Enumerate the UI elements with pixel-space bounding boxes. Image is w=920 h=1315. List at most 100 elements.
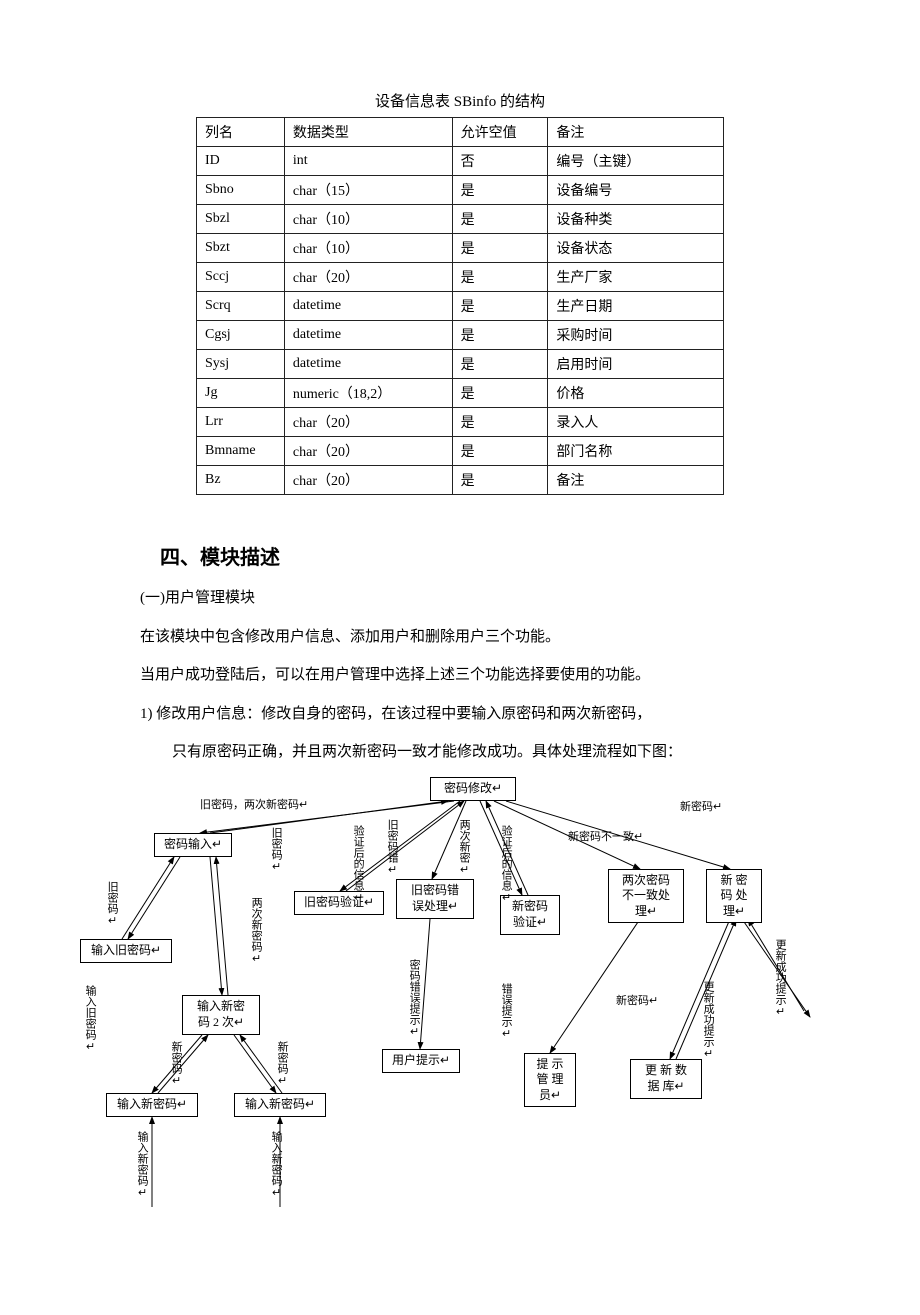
table-cell: 备注: [548, 466, 724, 495]
table-cell: char（20）: [284, 437, 452, 466]
table-cell: 采购时间: [548, 321, 724, 350]
flowchart-label: 验证后的信息↵: [352, 825, 364, 904]
flowchart-node-root: 密码修改↵: [430, 777, 516, 801]
table-cell: Sysj: [197, 350, 285, 379]
flowchart-label: 新密码↵: [680, 801, 722, 813]
table-cell: Bz: [197, 466, 285, 495]
table-cell: 设备状态: [548, 234, 724, 263]
table-cell: 是: [452, 379, 548, 408]
flowchart-node-inold: 输入旧密码↵: [80, 939, 172, 963]
table-row: Sbnochar（15）是设备编号: [197, 176, 724, 205]
table-cell: 是: [452, 176, 548, 205]
paragraph: (一)用户管理模块: [140, 584, 780, 613]
table-cell: numeric（18,2）: [284, 379, 452, 408]
table-cell: 是: [452, 321, 548, 350]
table-cell: 价格: [548, 379, 724, 408]
table-header-row: 列名 数据类型 允许空值 备注: [197, 118, 724, 147]
th-type: 数据类型: [284, 118, 452, 147]
table-cell: char（20）: [284, 408, 452, 437]
flowchart-label: 两次新密码↵: [250, 897, 262, 965]
table-cell: ID: [197, 147, 285, 176]
table-cell: Jg: [197, 379, 285, 408]
table-cell: 编号（主键）: [548, 147, 724, 176]
table-cell: datetime: [284, 292, 452, 321]
table-cell: Sbzl: [197, 205, 285, 234]
th-null: 允许空值: [452, 118, 548, 147]
flowchart-label: 密码错误提示↵: [408, 959, 420, 1038]
table-cell: 部门名称: [548, 437, 724, 466]
flowchart-label: 更新成功提示↵: [774, 939, 786, 1018]
table-cell: char（10）: [284, 205, 452, 234]
table-cell: 启用时间: [548, 350, 724, 379]
flowchart-label: 错误提示↵: [500, 983, 512, 1040]
table-row: Sccjchar（20）是生产厂家: [197, 263, 724, 292]
table-row: Sbztchar（10）是设备状态: [197, 234, 724, 263]
table-cell: Sbno: [197, 176, 285, 205]
flowchart-node-innewR: 输入新密码↵: [234, 1093, 326, 1117]
table-cell: 是: [452, 437, 548, 466]
table-cell: char（15）: [284, 176, 452, 205]
table-cell: Sbzt: [197, 234, 285, 263]
table-row: Sysjdatetime是启用时间: [197, 350, 724, 379]
flowchart-node-pwdin: 密码输入↵: [154, 833, 232, 857]
flowchart-node-innewL: 输入新密码↵: [106, 1093, 198, 1117]
table-title: 设备信息表 SBinfo 的结构: [0, 90, 920, 111]
flowchart-label: 旧密码↵: [106, 881, 118, 927]
flowchart-node-admintip: 提 示管 理员↵: [524, 1053, 576, 1108]
flowchart-diagram: 密码修改↵密码输入↵旧密码验证↵旧密码错误处理↵新密码验证↵两次密码不一致处理↵…: [70, 777, 850, 1275]
flowchart-label: 更新成功提示↵: [702, 981, 714, 1060]
paragraph: 当用户成功登陆后，可以在用户管理中选择上述三个功能选择要使用的功能。: [140, 661, 780, 690]
table-row: Jgnumeric（18,2）是价格: [197, 379, 724, 408]
th-col: 列名: [197, 118, 285, 147]
flowchart-label: 新密码↵: [276, 1041, 288, 1087]
table-cell: 是: [452, 234, 548, 263]
table-cell: char（20）: [284, 263, 452, 292]
table-cell: 录入人: [548, 408, 724, 437]
table-cell: 否: [452, 147, 548, 176]
table-cell: Bmname: [197, 437, 285, 466]
table-cell: 是: [452, 263, 548, 292]
table-cell: Sccj: [197, 263, 285, 292]
table-cell: Cgsj: [197, 321, 285, 350]
flowchart-label: 验证后的信息↵: [500, 825, 512, 904]
table-cell: datetime: [284, 350, 452, 379]
flowchart-node-olderr: 旧密码错误处理↵: [396, 879, 474, 919]
flowchart-label: 旧密码错↵: [386, 819, 398, 876]
flowchart-label: 输入旧密码↵: [84, 985, 96, 1053]
table-cell: char（20）: [284, 466, 452, 495]
flowchart-node-newproc: 新 密码 处理↵: [706, 869, 762, 924]
th-note: 备注: [548, 118, 724, 147]
flowchart-label: 新密码↵: [170, 1041, 182, 1087]
table-cell: 是: [452, 205, 548, 234]
flowchart-label: 旧密码，两次新密码↵: [200, 799, 308, 811]
table-cell: 是: [452, 408, 548, 437]
table-cell: Lrr: [197, 408, 285, 437]
table-cell: 设备种类: [548, 205, 724, 234]
flowchart-label: 旧密码↵: [270, 827, 282, 873]
flowchart-node-mismatch: 两次密码不一致处理↵: [608, 869, 684, 924]
table-cell: int: [284, 147, 452, 176]
table-row: Lrrchar（20）是录入人: [197, 408, 724, 437]
flowchart-node-updatedb: 更 新 数据 库↵: [630, 1059, 702, 1099]
sbinfo-table: 列名 数据类型 允许空值 备注 IDint否编号（主键）Sbnochar（15）…: [196, 117, 724, 495]
table-cell: 生产日期: [548, 292, 724, 321]
table-cell: 生产厂家: [548, 263, 724, 292]
table-row: IDint否编号（主键）: [197, 147, 724, 176]
paragraph: 1) 修改用户信息：修改自身的密码，在该过程中要输入原密码和两次新密码，: [140, 700, 780, 729]
paragraph: 只有原密码正确，并且两次新密码一致才能修改成功。具体处理流程如下图：: [172, 738, 782, 767]
flowchart-node-oldver: 旧密码验证↵: [294, 891, 384, 915]
table-cell: 是: [452, 292, 548, 321]
flowchart-label: 新密码不一致↵: [568, 831, 643, 843]
flowchart-label: 输入新密码↵: [270, 1131, 282, 1199]
table-cell: 设备编号: [548, 176, 724, 205]
table-cell: Scrq: [197, 292, 285, 321]
flowchart-node-usertip: 用户提示↵: [382, 1049, 460, 1073]
paragraph: 在该模块中包含修改用户信息、添加用户和删除用户三个功能。: [140, 623, 780, 652]
section-heading: 四、模块描述: [160, 541, 920, 570]
flowchart-node-innew2: 输入新密码 2 次↵: [182, 995, 260, 1035]
flowchart-label: 输入新密码↵: [136, 1131, 148, 1199]
table-row: Sbzlchar（10）是设备种类: [197, 205, 724, 234]
flowchart-label: 两次新密↵: [458, 819, 470, 876]
table-row: Bzchar（20）是备注: [197, 466, 724, 495]
table-cell: 是: [452, 466, 548, 495]
